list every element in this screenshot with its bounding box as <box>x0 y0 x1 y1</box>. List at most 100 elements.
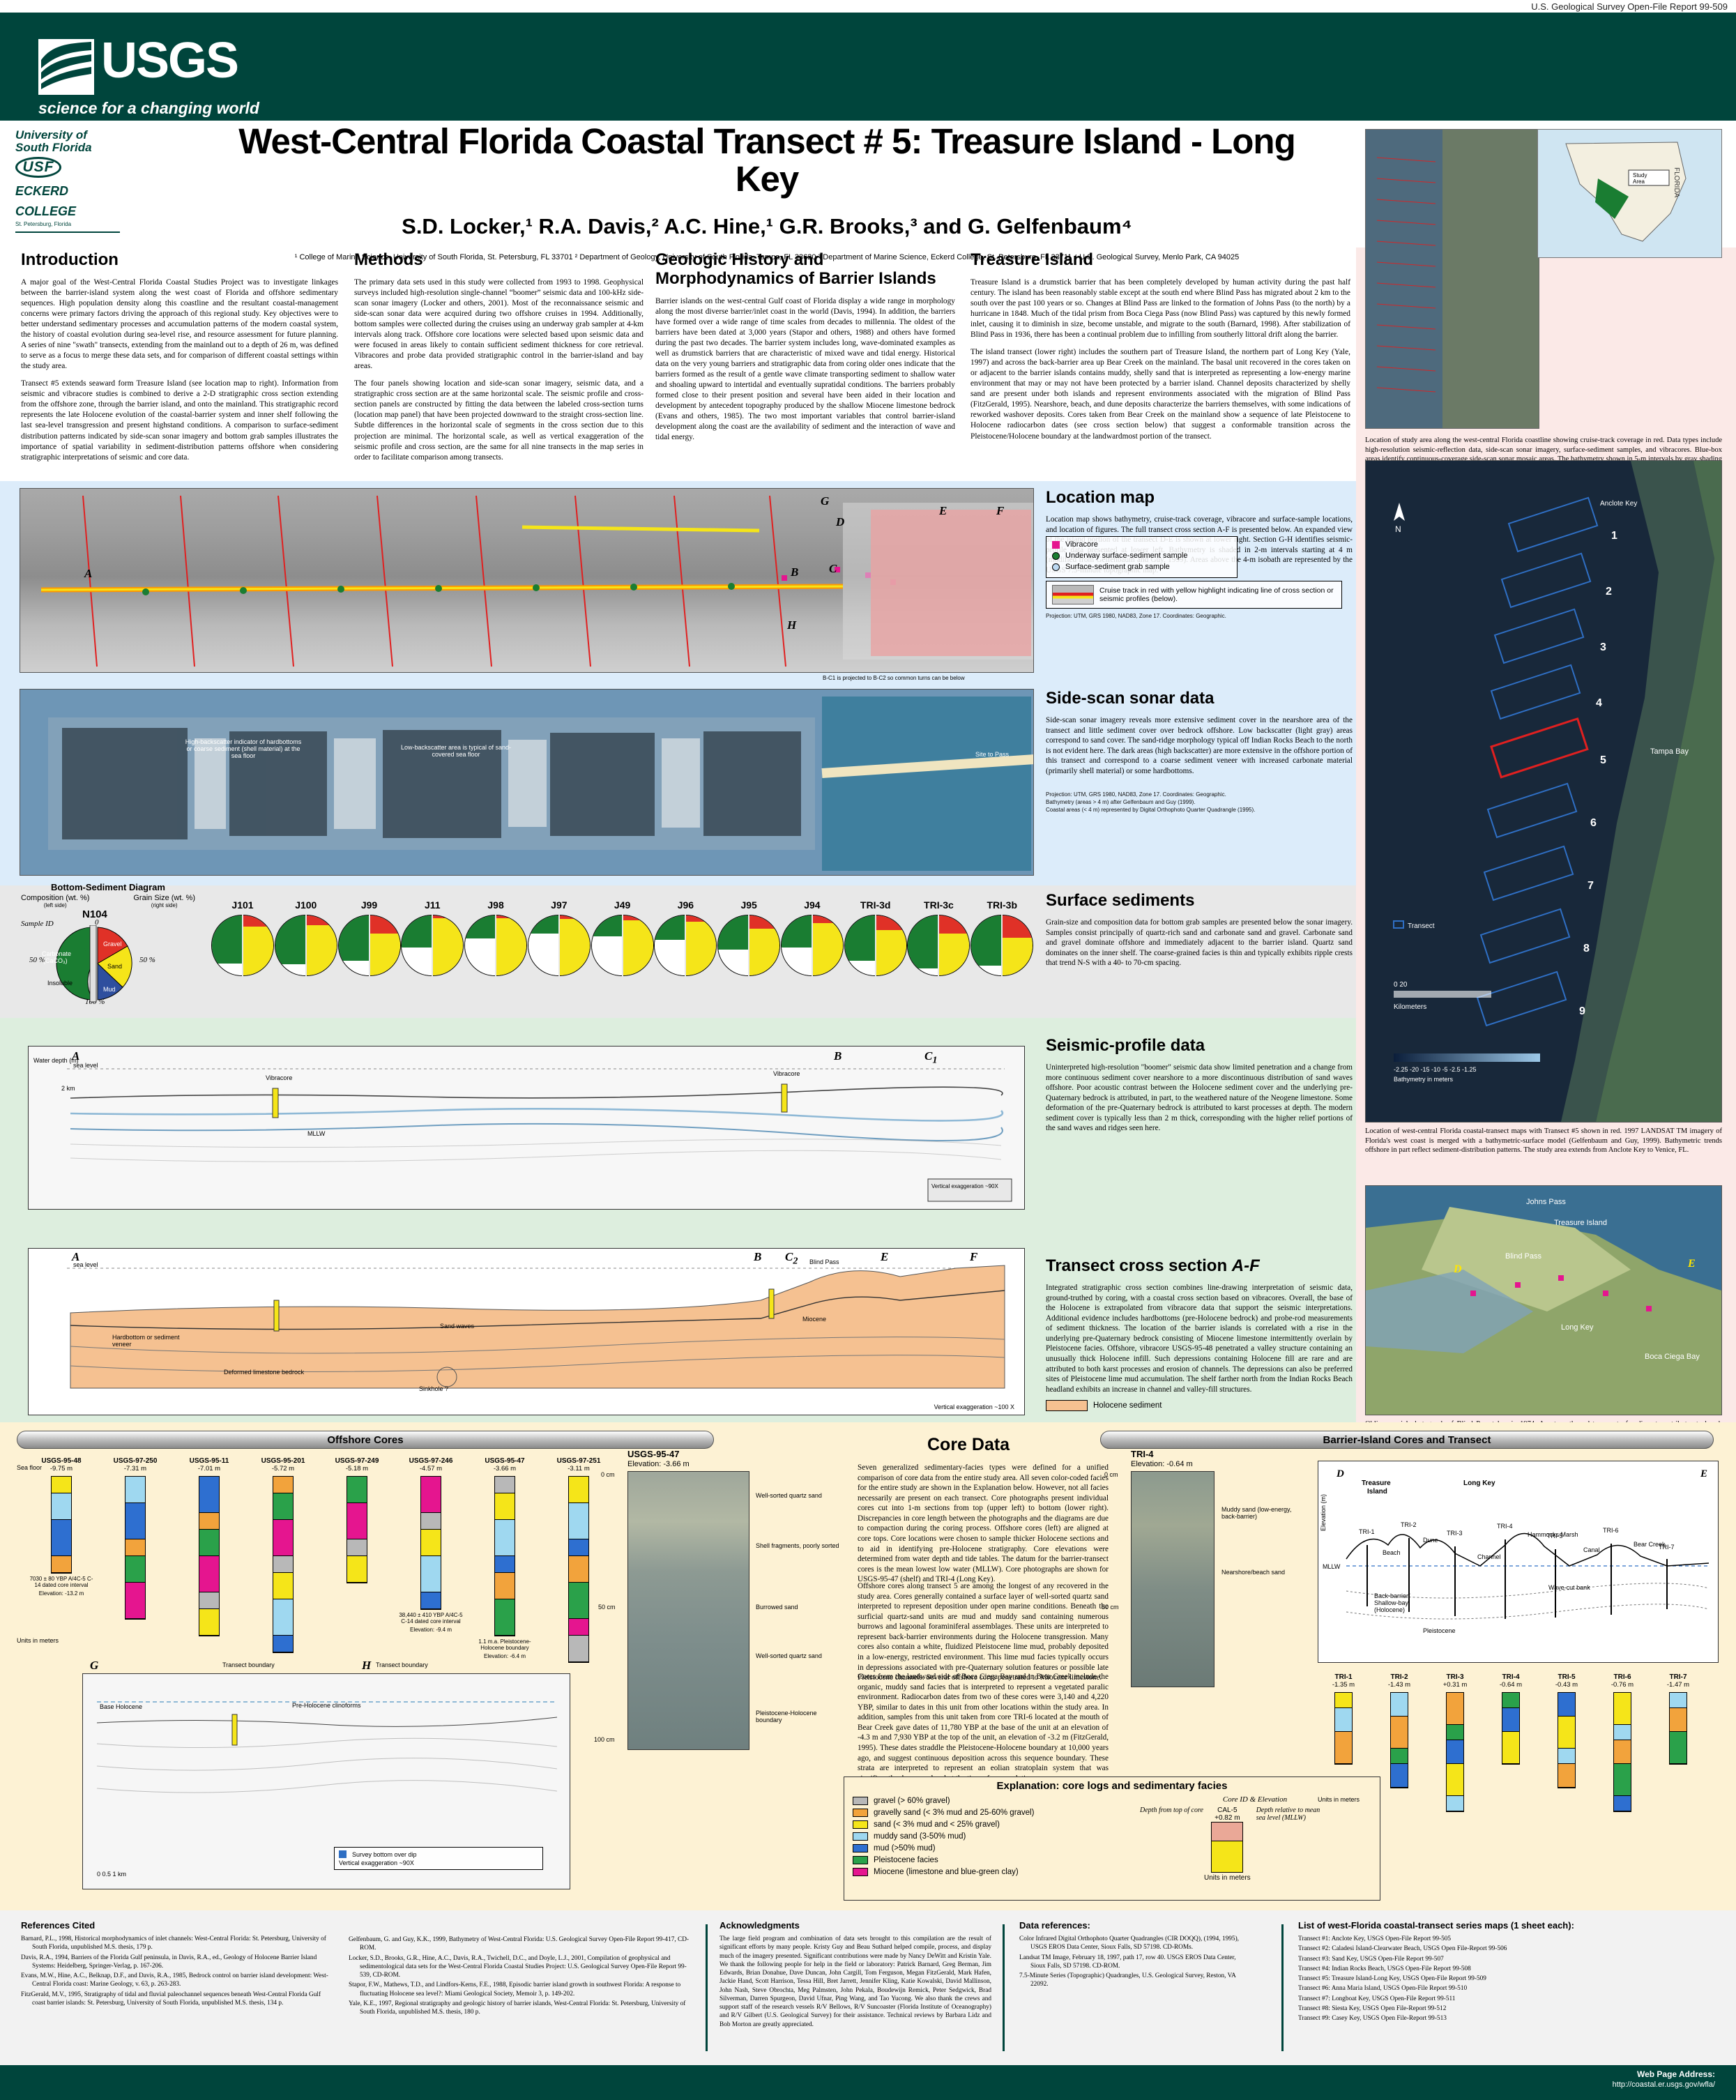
barrier-core-log[interactable]: TRI-4 -0.64 m <box>1485 1673 1537 1765</box>
web-address-block[interactable]: Web Page Address: http://coastal.er.usgs… <box>1613 2069 1715 2089</box>
sediment-sample-J97[interactable]: J97 <box>526 899 593 976</box>
core-log-facies-segment <box>199 1609 219 1636</box>
core-log-facies-segment <box>125 1477 145 1503</box>
usf-mark-icon: USF <box>15 156 61 178</box>
offshore-core-log[interactable]: USGS-97-250 -7.31 m <box>102 1457 169 1620</box>
divider-1 <box>706 1924 708 2051</box>
offshore-core-log[interactable]: USGS-95-48 -9.75 m 7030 ± 80 YBP A/4C-5 C-… <box>28 1457 95 1597</box>
references-col-1: References Cited Barnard, P.L., 1998, Hi… <box>21 1920 335 2009</box>
core-log-id: TRI-7 <box>1669 1673 1687 1681</box>
florida-locator-inset[interactable]: FLORIDA Study Area <box>1537 129 1722 258</box>
sediment-sample-TRI-3d[interactable]: TRI-3d <box>842 899 909 976</box>
sidescan-annotation-site: Site to Pass <box>975 751 1010 758</box>
sediment-sample-J98[interactable]: J98 <box>462 899 529 976</box>
core-log-elevation: -5.72 m <box>271 1465 295 1473</box>
sediment-sample-J96[interactable]: J96 <box>652 899 719 976</box>
study-area-satellite-figure[interactable] <box>1365 129 1539 429</box>
transect-list-entry: Transect #6: Anna Maria Island, USGS Ope… <box>1298 1985 1468 1993</box>
core-log-column <box>273 1476 294 1653</box>
sediment-sample-label: J11 <box>425 899 441 911</box>
sediment-sample-TRI-3c[interactable]: TRI-3c <box>905 899 972 976</box>
svg-text:Blind Pass: Blind Pass <box>1505 1252 1541 1261</box>
pre-holocene-clinoforms-label: Pre-Holocene clinoforms <box>292 1702 361 1709</box>
facies-swatch-icon <box>853 1820 868 1829</box>
core-depth-100cm-offshore: 100 cm <box>594 1736 615 1743</box>
core-log-column <box>568 1476 589 1663</box>
core-log-elevation: -0.43 m <box>1555 1681 1578 1689</box>
offshore-core-log[interactable]: USGS-95-201 -5.72 m <box>250 1457 317 1653</box>
sediment-sample-label: J97 <box>551 899 568 911</box>
blind-pass-aerial-photo[interactable]: Johns Pass Treasure Island Blind Pass Long… <box>1365 1185 1722 1415</box>
core-depth-50cm-barrier: 50 cm <box>1102 1604 1119 1611</box>
sediment-sample-label: TRI-3b <box>987 899 1017 911</box>
marker-H-locmap: H <box>787 618 797 632</box>
treasure-island-paragraph-2: The island transect (lower right) includ… <box>970 348 1350 441</box>
core-log-facies-segment <box>495 1599 515 1636</box>
section-methods: Methods The primary data sets used in th… <box>354 250 644 470</box>
barrier-core-log[interactable]: TRI-7 -1.47 m <box>1652 1673 1704 1765</box>
example-log-seg-2 <box>1211 1841 1244 1873</box>
landsat-transect-map-figure[interactable]: 1 2 3 4 5 6 7 8 9 Tampa Bay Anclote Key Kilome… <box>1365 460 1722 1123</box>
sediment-sample-J11[interactable]: J11 <box>399 899 466 976</box>
sediment-sample-TRI-3b[interactable]: TRI-3b <box>968 899 1035 976</box>
svg-text:Carbonate: Carbonate <box>42 950 71 957</box>
survey-bottom-icon <box>339 1850 347 1858</box>
core-log-elevation: -5.18 m <box>345 1465 369 1473</box>
barrier-transect-diagram[interactable]: TRI-1 TRI-2 TRI-3 TRI-4 TRI-5 TRI-6 TRI-7 Be… <box>1318 1461 1719 1663</box>
svg-text:Johns Pass: Johns Pass <box>1526 1198 1566 1206</box>
core-log-note: 7030 ± 80 YBP A/4C-5 C-14 dated core int… <box>29 1576 93 1588</box>
sediment-sample-J94[interactable]: J94 <box>779 899 846 976</box>
transect-list-entry: Transect #3: Sand Key, USGS Open-File Re… <box>1298 1955 1444 1963</box>
sidescan-note-0: Projection: UTM, GRS 1980, NAD83, Zone 1… <box>1046 791 1226 798</box>
seismic-GH-inset-figure[interactable]: G H Base Holocene Pre-Holocene clinoform… <box>82 1659 570 1889</box>
cruise-track-legend-text: Cruise track in red with yellow highligh… <box>1099 586 1334 604</box>
core-log-facies-segment <box>495 1573 515 1599</box>
vibracore-label-1: Vibracore <box>266 1074 293 1081</box>
offshore-core-log[interactable]: USGS-95-47 -3.66 m 1.1 m.a. Pleistocene-Ho… <box>471 1457 538 1659</box>
facies-row: Pleistocene facies <box>853 1856 1380 1864</box>
core-log-column <box>420 1476 441 1610</box>
seismic-profile-figure[interactable]: A B C1 sea level Vibracore Vibracore MLL… <box>28 1046 1025 1210</box>
hardbottom-label: Hardbottom or sediment veneer <box>112 1334 180 1348</box>
sediment-sample-J99[interactable]: J99 <box>336 899 403 976</box>
sediment-sample-J100[interactable]: J100 <box>273 899 340 976</box>
barrier-core-log[interactable]: TRI-3 +0.31 m <box>1429 1673 1481 1812</box>
bsd-right-header: Grain Size (wt. %) (right side) <box>133 894 195 908</box>
core-log-facies-segment <box>1614 1740 1631 1764</box>
offshore-core-log[interactable]: USGS-95-11 -7.01 m <box>176 1457 243 1636</box>
barrier-core-log[interactable]: TRI-1 -1.35 m <box>1318 1673 1369 1765</box>
location-map-figure[interactable]: A B C D E F G H <box>20 488 1034 673</box>
sediment-sample-J95[interactable]: J95 <box>715 899 782 976</box>
data-reference-entry: 7.5-Minute Series (Topographic) Quadrang… <box>1019 1972 1236 1988</box>
usgs-header-bar: USGS science for a changing world <box>0 13 1736 121</box>
offshore-core-log[interactable]: USGS-97-251 -3.11 m <box>545 1457 612 1663</box>
core-annot-barrier-0: Muddy sand (low-energy, back-barrier) <box>1221 1506 1292 1520</box>
depth-from-top-label: Depth from top of core <box>1140 1806 1203 1814</box>
core-log-note: Elevation: -6.4 m <box>483 1653 526 1659</box>
core-photo-usgs-95-47[interactable] <box>627 1471 749 1750</box>
web-address-url[interactable]: http://coastal.er.usgs.gov/wfla/ <box>1612 2080 1715 2089</box>
core-log-elevation: +0.31 m <box>1442 1681 1468 1689</box>
sediment-sample-label: J96 <box>677 899 694 911</box>
svg-text:Shallow-bay: Shallow-bay <box>1374 1599 1409 1606</box>
barrier-core-log[interactable]: TRI-5 -0.43 m <box>1541 1673 1592 1788</box>
transect-cross-section-figure[interactable]: A B C2 E F sea level Hardbottom or sedim… <box>28 1248 1025 1415</box>
data-references-heading: Data references: <box>1019 1920 1090 1931</box>
barrier-core-log[interactable]: TRI-6 -0.76 m <box>1597 1673 1648 1812</box>
sidescan-sonar-figure[interactable]: High-backscatter indicator of hardbottom… <box>20 689 1034 876</box>
depth-relative-label: Depth relative to mean sea level (MLLW) <box>1256 1806 1320 1822</box>
svg-text:Hammocks Marsh: Hammocks Marsh <box>1528 1531 1578 1538</box>
barrier-core-log[interactable]: TRI-2 -1.43 m <box>1373 1673 1425 1788</box>
sediment-sample-J49[interactable]: J49 <box>589 899 656 976</box>
seafloor-label: Sea floor <box>17 1464 43 1471</box>
sediment-sample-J101[interactable]: J101 <box>209 899 276 976</box>
facies-swatch-icon <box>853 1868 868 1876</box>
offshore-core-log[interactable]: USGS-97-246 -4.57 m 38,440 ± 410 YBP A/4C-… <box>397 1457 464 1633</box>
facies-label: mud (>50% mud) <box>874 1844 936 1852</box>
location-map-projection-note: Projection: UTM, GRS 1980, NAD83, Zone 1… <box>1046 613 1226 620</box>
core-photo-tri-4[interactable] <box>1131 1471 1215 1687</box>
miocene-label: Miocene <box>802 1316 827 1323</box>
offshore-core-log[interactable]: USGS-97-249 -5.18 m <box>323 1457 390 1583</box>
core-log-facies-segment <box>199 1477 219 1513</box>
holocene-legend-label: Holocene sediment <box>1093 1401 1162 1410</box>
